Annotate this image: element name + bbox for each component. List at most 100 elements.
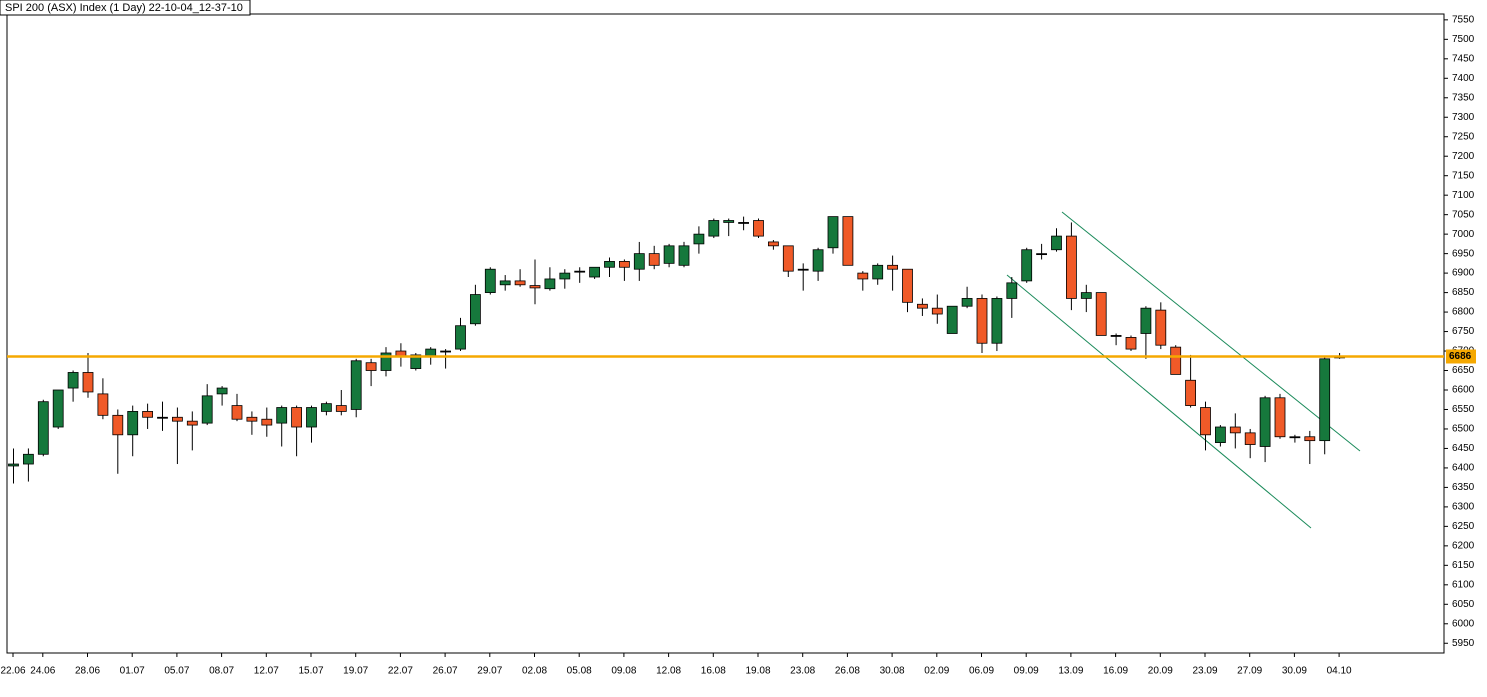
candle-body bbox=[1289, 436, 1301, 439]
y-tick-label: 6050 bbox=[1452, 599, 1475, 610]
candle-body bbox=[52, 389, 64, 428]
x-tick-label: 09.09 bbox=[1014, 666, 1039, 677]
candle-body bbox=[1155, 309, 1167, 346]
y-tick-label: 6350 bbox=[1452, 482, 1475, 493]
x-tick-label: 30.09 bbox=[1282, 666, 1307, 677]
candle-body bbox=[484, 268, 496, 293]
candle-body bbox=[1215, 426, 1226, 443]
title-box bbox=[0, 0, 251, 16]
x-tick-label: 16.09 bbox=[1103, 666, 1128, 677]
y-tick-label: 6400 bbox=[1452, 463, 1475, 474]
x-tick-label: 08.07 bbox=[209, 666, 234, 677]
candle-body bbox=[142, 411, 154, 418]
x-tick-label: 27.09 bbox=[1237, 666, 1262, 677]
y-tick-label: 7050 bbox=[1452, 209, 1475, 220]
y-tick-label: 6450 bbox=[1452, 443, 1475, 454]
candle-body bbox=[216, 387, 228, 395]
candle-body bbox=[1244, 432, 1256, 445]
y-tick-label: 7100 bbox=[1452, 190, 1475, 201]
candle-body bbox=[186, 420, 198, 426]
x-tick-label: 09.08 bbox=[611, 666, 636, 677]
y-tick-label: 7550 bbox=[1452, 14, 1475, 25]
candle-body bbox=[112, 414, 124, 436]
level-label: 6686 bbox=[1449, 351, 1472, 362]
candle-body bbox=[678, 245, 690, 266]
candle-body bbox=[931, 307, 943, 315]
candle-body bbox=[1304, 436, 1316, 442]
y-tick-label: 6300 bbox=[1452, 502, 1475, 513]
candle-body bbox=[842, 216, 854, 266]
x-tick-label: 22.07 bbox=[388, 666, 413, 677]
candle-body bbox=[663, 245, 675, 264]
x-tick-label: 29.07 bbox=[477, 666, 502, 677]
candle-body bbox=[291, 407, 303, 428]
candle-body bbox=[246, 416, 258, 422]
x-tick-label: 28.06 bbox=[75, 666, 100, 677]
y-tick-label: 6000 bbox=[1452, 618, 1475, 629]
candle-body bbox=[1274, 397, 1286, 438]
y-tick-label: 6750 bbox=[1452, 326, 1475, 337]
candle-body bbox=[1006, 282, 1018, 299]
y-tick-label: 6150 bbox=[1452, 560, 1475, 571]
x-tick-label: 26.08 bbox=[835, 666, 860, 677]
candle-body bbox=[857, 272, 869, 280]
candle-body bbox=[97, 393, 109, 416]
candle-body bbox=[514, 280, 526, 286]
y-tick-label: 7300 bbox=[1452, 112, 1475, 123]
candle-body bbox=[8, 463, 19, 467]
candle-body bbox=[887, 264, 898, 270]
candle-body bbox=[499, 280, 511, 286]
candle-body bbox=[1185, 379, 1196, 406]
x-tick-label: 20.09 bbox=[1148, 666, 1173, 677]
candle-body bbox=[976, 298, 988, 344]
x-tick-label: 05.07 bbox=[164, 666, 189, 677]
candle-body bbox=[335, 405, 347, 412]
candle-body bbox=[991, 298, 1003, 344]
x-tick-label: 04.10 bbox=[1327, 666, 1352, 677]
x-tick-label: 06.09 bbox=[969, 666, 994, 677]
candle-body bbox=[1125, 336, 1137, 350]
y-tick-label: 7350 bbox=[1452, 92, 1475, 103]
y-tick-label: 7250 bbox=[1452, 131, 1475, 142]
candle-body bbox=[261, 418, 273, 426]
y-tick-label: 6500 bbox=[1452, 424, 1475, 435]
candle-body bbox=[753, 220, 764, 237]
candle-body bbox=[1110, 335, 1122, 337]
y-tick-label: 7450 bbox=[1452, 53, 1475, 64]
candle-body bbox=[410, 354, 422, 369]
candle-body bbox=[902, 268, 913, 303]
candle-body bbox=[350, 360, 362, 410]
y-tick-label: 6600 bbox=[1452, 385, 1475, 396]
candle-body bbox=[440, 350, 452, 353]
channel-line bbox=[1061, 211, 1361, 452]
x-tick-label: 30.08 bbox=[880, 666, 905, 677]
y-tick-label: 7500 bbox=[1452, 34, 1475, 45]
candle-body bbox=[1095, 292, 1107, 336]
candle-body bbox=[157, 416, 168, 419]
plot-area bbox=[6, 13, 1445, 654]
candle-body bbox=[171, 416, 183, 422]
candle-body bbox=[574, 270, 586, 273]
candle-body bbox=[127, 411, 139, 436]
y-tick-label: 6900 bbox=[1452, 268, 1475, 279]
candle-body bbox=[782, 245, 794, 272]
candle-body bbox=[723, 220, 735, 223]
y-tick-label: 6850 bbox=[1452, 287, 1475, 298]
x-tick-label: 12.08 bbox=[656, 666, 681, 677]
y-tick-label: 6650 bbox=[1452, 365, 1475, 376]
candle-body bbox=[827, 216, 839, 249]
candle-body bbox=[693, 233, 705, 245]
candle-body bbox=[1080, 292, 1092, 299]
candle-body bbox=[738, 222, 749, 224]
candle-body bbox=[544, 278, 556, 290]
y-tick-label: 6800 bbox=[1452, 307, 1475, 318]
x-tick-label: 01.07 bbox=[120, 666, 145, 677]
y-tick-label: 6550 bbox=[1452, 404, 1475, 415]
candle-body bbox=[306, 407, 317, 428]
x-tick-label: 23.08 bbox=[790, 666, 815, 677]
candle-body bbox=[1170, 346, 1182, 375]
candle-body bbox=[469, 294, 481, 325]
candle-body bbox=[589, 266, 600, 278]
candle-body bbox=[231, 405, 243, 420]
